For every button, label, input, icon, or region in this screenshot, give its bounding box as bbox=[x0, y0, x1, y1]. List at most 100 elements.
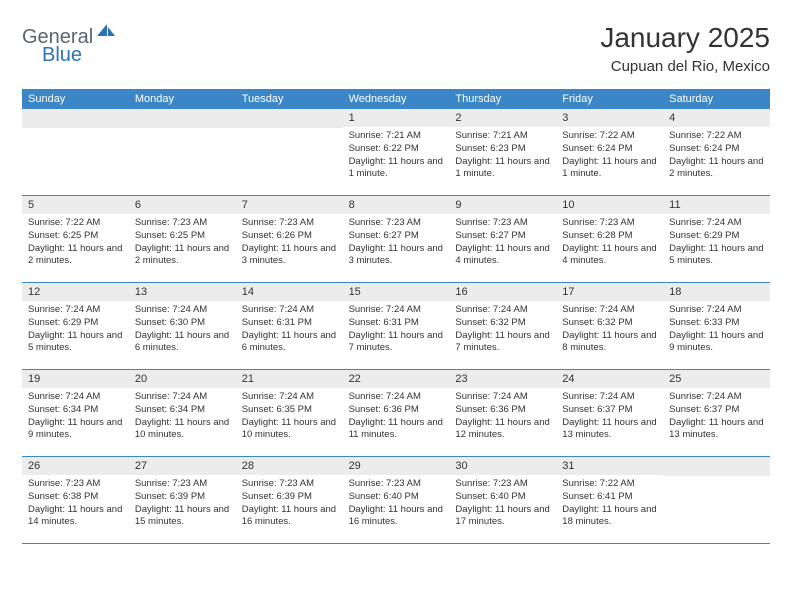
daylight-text: Daylight: 11 hours and 5 minutes. bbox=[669, 243, 764, 269]
sunrise-text: Sunrise: 7:24 AM bbox=[669, 391, 764, 404]
day-cell: 29Sunrise: 7:23 AMSunset: 6:40 PMDayligh… bbox=[343, 457, 450, 543]
daylight-text: Daylight: 11 hours and 7 minutes. bbox=[349, 330, 444, 356]
day-number bbox=[236, 109, 343, 128]
sunrise-text: Sunrise: 7:23 AM bbox=[242, 217, 337, 230]
logo-sail-icon bbox=[95, 22, 117, 45]
day-content: Sunrise: 7:24 AMSunset: 6:36 PMDaylight:… bbox=[449, 388, 556, 448]
day-cell: 12Sunrise: 7:24 AMSunset: 6:29 PMDayligh… bbox=[22, 283, 129, 369]
day-number: 10 bbox=[556, 196, 663, 214]
day-content: Sunrise: 7:23 AMSunset: 6:40 PMDaylight:… bbox=[343, 475, 450, 535]
day-number: 25 bbox=[663, 370, 770, 388]
sunset-text: Sunset: 6:29 PM bbox=[28, 317, 123, 330]
day-cell: 24Sunrise: 7:24 AMSunset: 6:37 PMDayligh… bbox=[556, 370, 663, 456]
day-content: Sunrise: 7:23 AMSunset: 6:39 PMDaylight:… bbox=[236, 475, 343, 535]
sunrise-text: Sunrise: 7:24 AM bbox=[455, 391, 550, 404]
day-number: 17 bbox=[556, 283, 663, 301]
daylight-text: Daylight: 11 hours and 13 minutes. bbox=[562, 417, 657, 443]
day-cell: 20Sunrise: 7:24 AMSunset: 6:34 PMDayligh… bbox=[129, 370, 236, 456]
daylight-text: Daylight: 11 hours and 3 minutes. bbox=[242, 243, 337, 269]
day-content: Sunrise: 7:24 AMSunset: 6:34 PMDaylight:… bbox=[129, 388, 236, 448]
week-row: 1Sunrise: 7:21 AMSunset: 6:22 PMDaylight… bbox=[22, 109, 770, 196]
sunset-text: Sunset: 6:37 PM bbox=[562, 404, 657, 417]
sunrise-text: Sunrise: 7:22 AM bbox=[562, 130, 657, 143]
daylight-text: Daylight: 11 hours and 16 minutes. bbox=[242, 504, 337, 530]
day-content: Sunrise: 7:22 AMSunset: 6:25 PMDaylight:… bbox=[22, 214, 129, 274]
day-cell: 9Sunrise: 7:23 AMSunset: 6:27 PMDaylight… bbox=[449, 196, 556, 282]
day-number bbox=[129, 109, 236, 128]
header: General Blue January 2025 Cupuan del Rio… bbox=[22, 22, 770, 75]
day-content: Sunrise: 7:24 AMSunset: 6:34 PMDaylight:… bbox=[22, 388, 129, 448]
daylight-text: Daylight: 11 hours and 10 minutes. bbox=[135, 417, 230, 443]
sunrise-text: Sunrise: 7:23 AM bbox=[242, 478, 337, 491]
day-number: 22 bbox=[343, 370, 450, 388]
day-cell bbox=[129, 109, 236, 195]
sunset-text: Sunset: 6:34 PM bbox=[28, 404, 123, 417]
sunrise-text: Sunrise: 7:24 AM bbox=[562, 304, 657, 317]
sunset-text: Sunset: 6:32 PM bbox=[562, 317, 657, 330]
sunrise-text: Sunrise: 7:24 AM bbox=[28, 304, 123, 317]
sunrise-text: Sunrise: 7:24 AM bbox=[669, 304, 764, 317]
day-number: 30 bbox=[449, 457, 556, 475]
day-cell: 8Sunrise: 7:23 AMSunset: 6:27 PMDaylight… bbox=[343, 196, 450, 282]
day-number: 18 bbox=[663, 283, 770, 301]
day-content: Sunrise: 7:24 AMSunset: 6:33 PMDaylight:… bbox=[663, 301, 770, 361]
logo-text-2: Blue bbox=[42, 44, 82, 66]
day-content: Sunrise: 7:23 AMSunset: 6:39 PMDaylight:… bbox=[129, 475, 236, 535]
daylight-text: Daylight: 11 hours and 1 minute. bbox=[349, 156, 444, 182]
day-cell: 15Sunrise: 7:24 AMSunset: 6:31 PMDayligh… bbox=[343, 283, 450, 369]
week-row: 26Sunrise: 7:23 AMSunset: 6:38 PMDayligh… bbox=[22, 457, 770, 544]
day-cell bbox=[236, 109, 343, 195]
day-number: 26 bbox=[22, 457, 129, 475]
sunset-text: Sunset: 6:36 PM bbox=[455, 404, 550, 417]
day-cell: 3 Sunrise: 7:22 AMSunset: 6:24 PMDaylight… bbox=[556, 109, 663, 195]
sunset-text: Sunset: 6:31 PM bbox=[349, 317, 444, 330]
daylight-text: Daylight: 11 hours and 12 minutes. bbox=[455, 417, 550, 443]
day-cell: 18Sunrise: 7:24 AMSunset: 6:33 PMDayligh… bbox=[663, 283, 770, 369]
day-cell: 23Sunrise: 7:24 AMSunset: 6:36 PMDayligh… bbox=[449, 370, 556, 456]
day-number: 7 bbox=[236, 196, 343, 214]
sunset-text: Sunset: 6:36 PM bbox=[349, 404, 444, 417]
day-content: Sunrise: 7:24 AMSunset: 6:37 PMDaylight:… bbox=[663, 388, 770, 448]
day-number: 4 bbox=[663, 109, 770, 127]
day-cell: 16Sunrise: 7:24 AMSunset: 6:32 PMDayligh… bbox=[449, 283, 556, 369]
daylight-text: Daylight: 11 hours and 3 minutes. bbox=[349, 243, 444, 269]
day-cell: 2Sunrise: 7:21 AMSunset: 6:23 PMDaylight… bbox=[449, 109, 556, 195]
dow-cell: Sunday bbox=[22, 89, 129, 109]
day-number: 31 bbox=[556, 457, 663, 475]
week-row: 5Sunrise: 7:22 AMSunset: 6:25 PMDaylight… bbox=[22, 196, 770, 283]
day-content: Sunrise: 7:24 AMSunset: 6:29 PMDaylight:… bbox=[663, 214, 770, 274]
logo: General Blue bbox=[22, 26, 117, 49]
day-number: 9 bbox=[449, 196, 556, 214]
sunset-text: Sunset: 6:26 PM bbox=[242, 230, 337, 243]
sunrise-text: Sunrise: 7:21 AM bbox=[349, 130, 444, 143]
day-number: 3 bbox=[556, 109, 663, 127]
day-number: 24 bbox=[556, 370, 663, 388]
day-number: 21 bbox=[236, 370, 343, 388]
sunset-text: Sunset: 6:31 PM bbox=[242, 317, 337, 330]
day-content: Sunrise: 7:23 AMSunset: 6:27 PMDaylight:… bbox=[449, 214, 556, 274]
daylight-text: Daylight: 11 hours and 1 minute. bbox=[562, 156, 657, 182]
sunset-text: Sunset: 6:27 PM bbox=[349, 230, 444, 243]
sunrise-text: Sunrise: 7:24 AM bbox=[669, 217, 764, 230]
daylight-text: Daylight: 11 hours and 2 minutes. bbox=[135, 243, 230, 269]
day-cell bbox=[663, 457, 770, 543]
sunset-text: Sunset: 6:35 PM bbox=[242, 404, 337, 417]
day-content: Sunrise: 7:23 AMSunset: 6:27 PMDaylight:… bbox=[343, 214, 450, 274]
day-cell: 5Sunrise: 7:22 AMSunset: 6:25 PMDaylight… bbox=[22, 196, 129, 282]
sunset-text: Sunset: 6:32 PM bbox=[455, 317, 550, 330]
week-row: 19Sunrise: 7:24 AMSunset: 6:34 PMDayligh… bbox=[22, 370, 770, 457]
day-cell: 10Sunrise: 7:23 AMSunset: 6:28 PMDayligh… bbox=[556, 196, 663, 282]
day-cell: 25Sunrise: 7:24 AMSunset: 6:37 PMDayligh… bbox=[663, 370, 770, 456]
day-cell: 17Sunrise: 7:24 AMSunset: 6:32 PMDayligh… bbox=[556, 283, 663, 369]
dow-cell: Saturday bbox=[663, 89, 770, 109]
day-cell: 19Sunrise: 7:24 AMSunset: 6:34 PMDayligh… bbox=[22, 370, 129, 456]
day-cell: 1Sunrise: 7:21 AMSunset: 6:22 PMDaylight… bbox=[343, 109, 450, 195]
sunset-text: Sunset: 6:40 PM bbox=[455, 491, 550, 504]
sunrise-text: Sunrise: 7:24 AM bbox=[242, 391, 337, 404]
day-number bbox=[22, 109, 129, 128]
sunset-text: Sunset: 6:24 PM bbox=[562, 143, 657, 156]
sunset-text: Sunset: 6:23 PM bbox=[455, 143, 550, 156]
dow-cell: Friday bbox=[556, 89, 663, 109]
daylight-text: Daylight: 11 hours and 6 minutes. bbox=[135, 330, 230, 356]
dow-row: SundayMondayTuesdayWednesdayThursdayFrid… bbox=[22, 89, 770, 109]
